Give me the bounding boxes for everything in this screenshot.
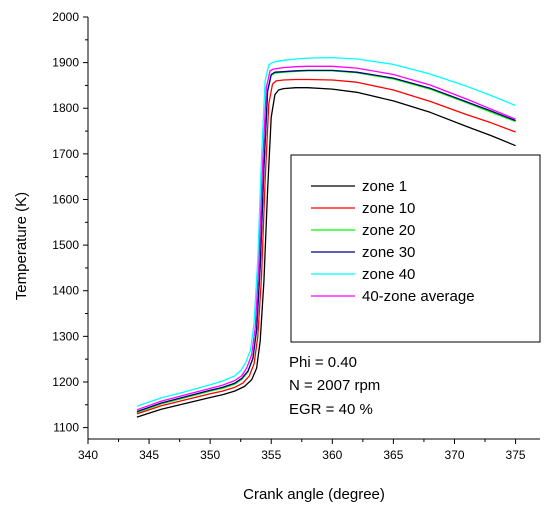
- annotation-egr: EGR = 40 %: [289, 401, 373, 418]
- y-tick-label: 1100: [53, 421, 79, 435]
- legend-label: zone 10: [362, 200, 415, 217]
- series-line-zone-40: [136, 56, 516, 407]
- tick-layer: 340 345 350 355 360 365 370 375 1100 1200 1300 1400…: [52, 10, 526, 462]
- y-tick-label: 1600: [52, 192, 79, 206]
- legend: zone 1 zone 10 zone 20 zone 30 zone 40 40-zon…: [290, 154, 541, 343]
- y-tick-label: 1700: [52, 147, 79, 161]
- y-tick-label: 1800: [52, 101, 79, 115]
- y-tick-label: 1900: [52, 56, 79, 70]
- x-tick-label: 350: [200, 448, 220, 462]
- plot-axes: [87, 17, 540, 440]
- legend-label: zone 30: [362, 244, 415, 261]
- y-tick-label: 1300: [52, 329, 79, 343]
- x-tick-label: 370: [444, 448, 464, 462]
- legend-label: zone 20: [362, 222, 415, 239]
- y-tick-label: 2000: [52, 10, 79, 24]
- legend-label: zone 40: [362, 266, 415, 283]
- legend-label: zone 1: [362, 178, 407, 195]
- x-tick-label: 375: [506, 448, 526, 462]
- x-tick-label: 345: [139, 448, 159, 462]
- y-tick-label: 1400: [52, 284, 79, 298]
- x-tick-label: 355: [261, 448, 281, 462]
- legend-label: 40-zone average: [362, 288, 475, 305]
- x-axis-title: Crank angle (degree): [243, 486, 385, 503]
- y-tick-label: 1200: [52, 375, 79, 389]
- legend-box: [290, 154, 541, 343]
- y-axis-title: Temperature (K): [13, 192, 30, 300]
- y-tick-label: 1500: [52, 238, 79, 252]
- series-layer: [136, 56, 516, 418]
- annotation-speed: N = 2007 rpm: [289, 377, 380, 394]
- annotations: Phi = 0.40 N = 2007 rpm EGR = 40 %: [289, 354, 380, 418]
- series-line-zone-1: [136, 87, 516, 418]
- annotation-phi: Phi = 0.40: [289, 354, 357, 371]
- x-tick-label: 365: [383, 448, 403, 462]
- series-line-40-zone-average: [136, 65, 516, 411]
- series-line-zone-10: [136, 78, 516, 415]
- x-tick-label: 340: [78, 448, 98, 462]
- series-line-zone-30: [136, 69, 516, 413]
- x-tick-label: 360: [322, 448, 342, 462]
